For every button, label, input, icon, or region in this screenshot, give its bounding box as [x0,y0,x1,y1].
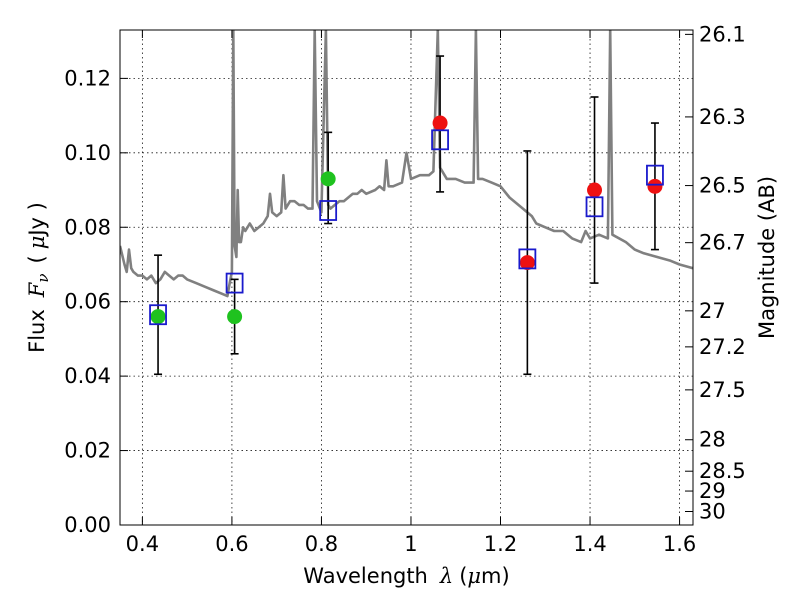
observed-points [150,115,663,325]
y-right-tick-label: 26.3 [699,105,746,129]
x-tick-label: 0.4 [126,532,159,556]
model-bandpass-box [319,200,338,221]
y-right-tick-label: 26.1 [699,22,746,46]
y-right-tick-label: 30 [699,499,726,523]
y-tick-label: 0.10 [64,141,111,165]
y-axis-label-left: FluxFν(μJy ) [25,202,52,353]
red-data-point [519,255,535,271]
y-right-tick-label: 28.5 [699,459,746,483]
y-right-tick-label: 27.5 [699,378,746,402]
green-data-point [227,309,243,325]
model-bandpass-box [149,304,167,326]
y-right-tick-label: 27 [699,299,726,323]
x-axis-label: Wavelength λ (μm) [303,564,509,588]
x-tick-label: 1.4 [573,532,606,556]
green-data-point [320,171,336,187]
y-right-tick-label: 26.7 [699,231,746,255]
grid-lines [120,30,693,526]
spectrum-line [120,30,693,298]
y-axis-label-right: Magnitude (AB) [755,176,779,339]
x-tick-label: 1.2 [484,532,517,556]
y-right-tick-label: 29 [699,479,726,503]
y-tick-label: 0.12 [64,66,111,90]
x-tick-label: 1 [404,532,417,556]
y-right-tick-label: 27.2 [699,335,746,359]
red-data-point [432,115,448,131]
y-right-tick-label: 26.5 [699,174,746,198]
y-tick-label: 0.06 [64,290,111,314]
red-data-point [647,178,663,194]
x-tick-label: 0.6 [215,532,248,556]
y-tick-label: 0.08 [64,215,111,239]
model-bandpass-box [518,248,537,270]
green-data-point [150,309,166,325]
errorbars [154,55,659,376]
axis-ticks: 0.4 0.6 0.8 1 1.2 1.4 1.6 0.00 0.02 0.04 0.06 0.08 0… [64,22,746,556]
y-tick-label: 0.04 [64,364,111,388]
y-right-tick-label: 28 [699,428,726,452]
y-tick-label: 0.00 [64,513,111,537]
red-data-point [587,182,603,198]
y-tick-label: 0.02 [64,439,111,463]
model-bandpass-box [646,164,664,186]
plot-frame [119,29,694,526]
x-tick-label: 1.6 [663,532,696,556]
x-tick-label: 0.8 [305,532,338,556]
model-bandpass-box [225,272,244,294]
model-bandpass-box [431,129,449,151]
model-bandpass-box [585,196,604,218]
model-spectrum [120,30,693,298]
model-bandpass-boxes [149,129,664,326]
